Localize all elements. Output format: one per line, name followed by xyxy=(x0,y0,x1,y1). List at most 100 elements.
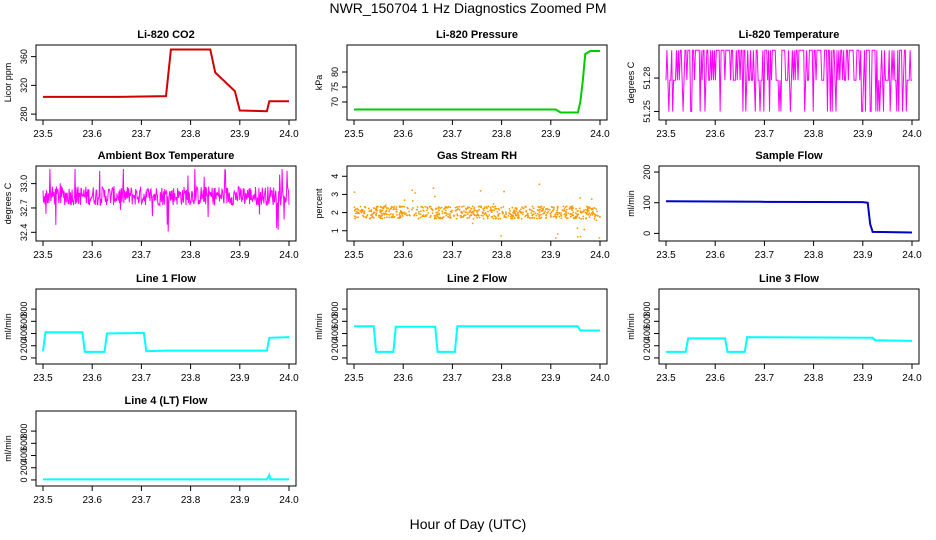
x-tick-label: 23.6 xyxy=(82,373,102,384)
data-point xyxy=(584,208,587,211)
data-point xyxy=(586,210,589,213)
x-tick-label: 23.7 xyxy=(443,129,463,140)
plot-frame xyxy=(35,165,297,242)
data-point xyxy=(465,211,468,214)
data-point xyxy=(556,233,559,235)
x-tick-label: 23.7 xyxy=(755,129,775,140)
y-tick-label: 600 xyxy=(642,314,652,329)
data-point xyxy=(556,205,559,208)
y-tick-label: 800 xyxy=(19,424,29,439)
data-point xyxy=(480,206,483,209)
plot-frame xyxy=(658,44,920,121)
data-point xyxy=(480,214,483,217)
data-point xyxy=(423,215,426,218)
data-point xyxy=(587,213,590,216)
data-point xyxy=(466,207,469,210)
data-point xyxy=(469,209,472,212)
data-point xyxy=(501,212,504,215)
data-point xyxy=(520,218,523,220)
x-tick-label: 23.8 xyxy=(181,495,201,506)
data-point xyxy=(502,205,505,208)
y-axis-label: ml/min xyxy=(3,435,13,462)
data-point xyxy=(353,215,356,217)
x-tick-label: 23.9 xyxy=(230,129,250,140)
data-point xyxy=(378,214,381,217)
data-point xyxy=(418,212,420,215)
data-point xyxy=(505,211,507,214)
x-tick-label: 23.6 xyxy=(82,129,102,140)
plot-frame xyxy=(346,165,608,242)
data-point xyxy=(388,210,390,213)
data-point xyxy=(487,205,490,208)
data-point xyxy=(379,205,382,208)
data-point xyxy=(521,206,523,209)
data-point xyxy=(456,214,459,217)
data-point xyxy=(414,192,417,194)
data-point xyxy=(545,216,548,219)
data-point xyxy=(538,211,541,214)
data-point xyxy=(522,207,525,210)
data-point xyxy=(389,213,392,215)
data-point xyxy=(471,222,474,225)
data-point xyxy=(429,205,432,208)
y-tick-label: 800 xyxy=(642,302,652,317)
data-point xyxy=(558,211,561,214)
series-line xyxy=(354,50,600,114)
x-tick-label: 23.7 xyxy=(132,129,152,140)
data-point xyxy=(427,211,430,214)
y-axis-label: ml/min xyxy=(3,313,13,340)
data-point xyxy=(470,211,473,214)
x-tick-label: 24.0 xyxy=(590,373,610,384)
data-point xyxy=(530,216,533,219)
data-point xyxy=(517,211,519,214)
panel-title: Line 4 (LT) Flow xyxy=(125,395,208,407)
data-point xyxy=(468,206,471,209)
data-point xyxy=(497,214,500,217)
data-point xyxy=(538,213,540,216)
data-point xyxy=(532,210,535,213)
data-point xyxy=(536,212,539,215)
data-point xyxy=(562,209,565,212)
x-tick-label: 23.9 xyxy=(853,373,873,384)
x-tick-label: 23.9 xyxy=(541,250,561,261)
data-point xyxy=(575,207,577,210)
data-point xyxy=(448,216,451,219)
data-point xyxy=(437,206,440,208)
data-point xyxy=(463,214,465,217)
data-point xyxy=(356,207,359,210)
data-point xyxy=(521,213,524,216)
data-point xyxy=(503,215,506,218)
figure-title: NWR_150704 1 Hz Diagnostics Zoomed PM xyxy=(329,0,607,16)
data-point xyxy=(485,206,488,208)
data-point xyxy=(376,205,379,208)
data-point xyxy=(449,212,451,215)
x-tick-label: 23.5 xyxy=(344,129,364,140)
y-axis-label: degrees C xyxy=(626,61,636,103)
data-point xyxy=(514,213,517,215)
data-point xyxy=(509,213,512,216)
data-point xyxy=(388,216,391,219)
y-tick-label: 400 xyxy=(19,448,29,463)
data-point xyxy=(439,216,441,219)
panel-title: Li-820 Pressure xyxy=(436,29,518,41)
data-point xyxy=(576,235,579,238)
data-point xyxy=(405,212,407,215)
data-point xyxy=(471,205,474,208)
data-point xyxy=(362,214,364,217)
data-point xyxy=(493,214,496,217)
data-point xyxy=(435,217,438,220)
data-point xyxy=(383,213,386,216)
data-point xyxy=(464,214,467,216)
data-point xyxy=(447,215,450,218)
data-point xyxy=(429,216,432,219)
data-point xyxy=(541,207,543,210)
data-point xyxy=(497,213,500,216)
data-point xyxy=(595,219,598,222)
x-tick-label: 23.5 xyxy=(33,373,53,384)
data-point xyxy=(465,208,468,211)
data-point xyxy=(367,207,370,210)
data-point xyxy=(466,206,469,209)
data-point xyxy=(372,211,375,214)
data-point xyxy=(483,207,486,210)
data-point xyxy=(419,210,422,213)
